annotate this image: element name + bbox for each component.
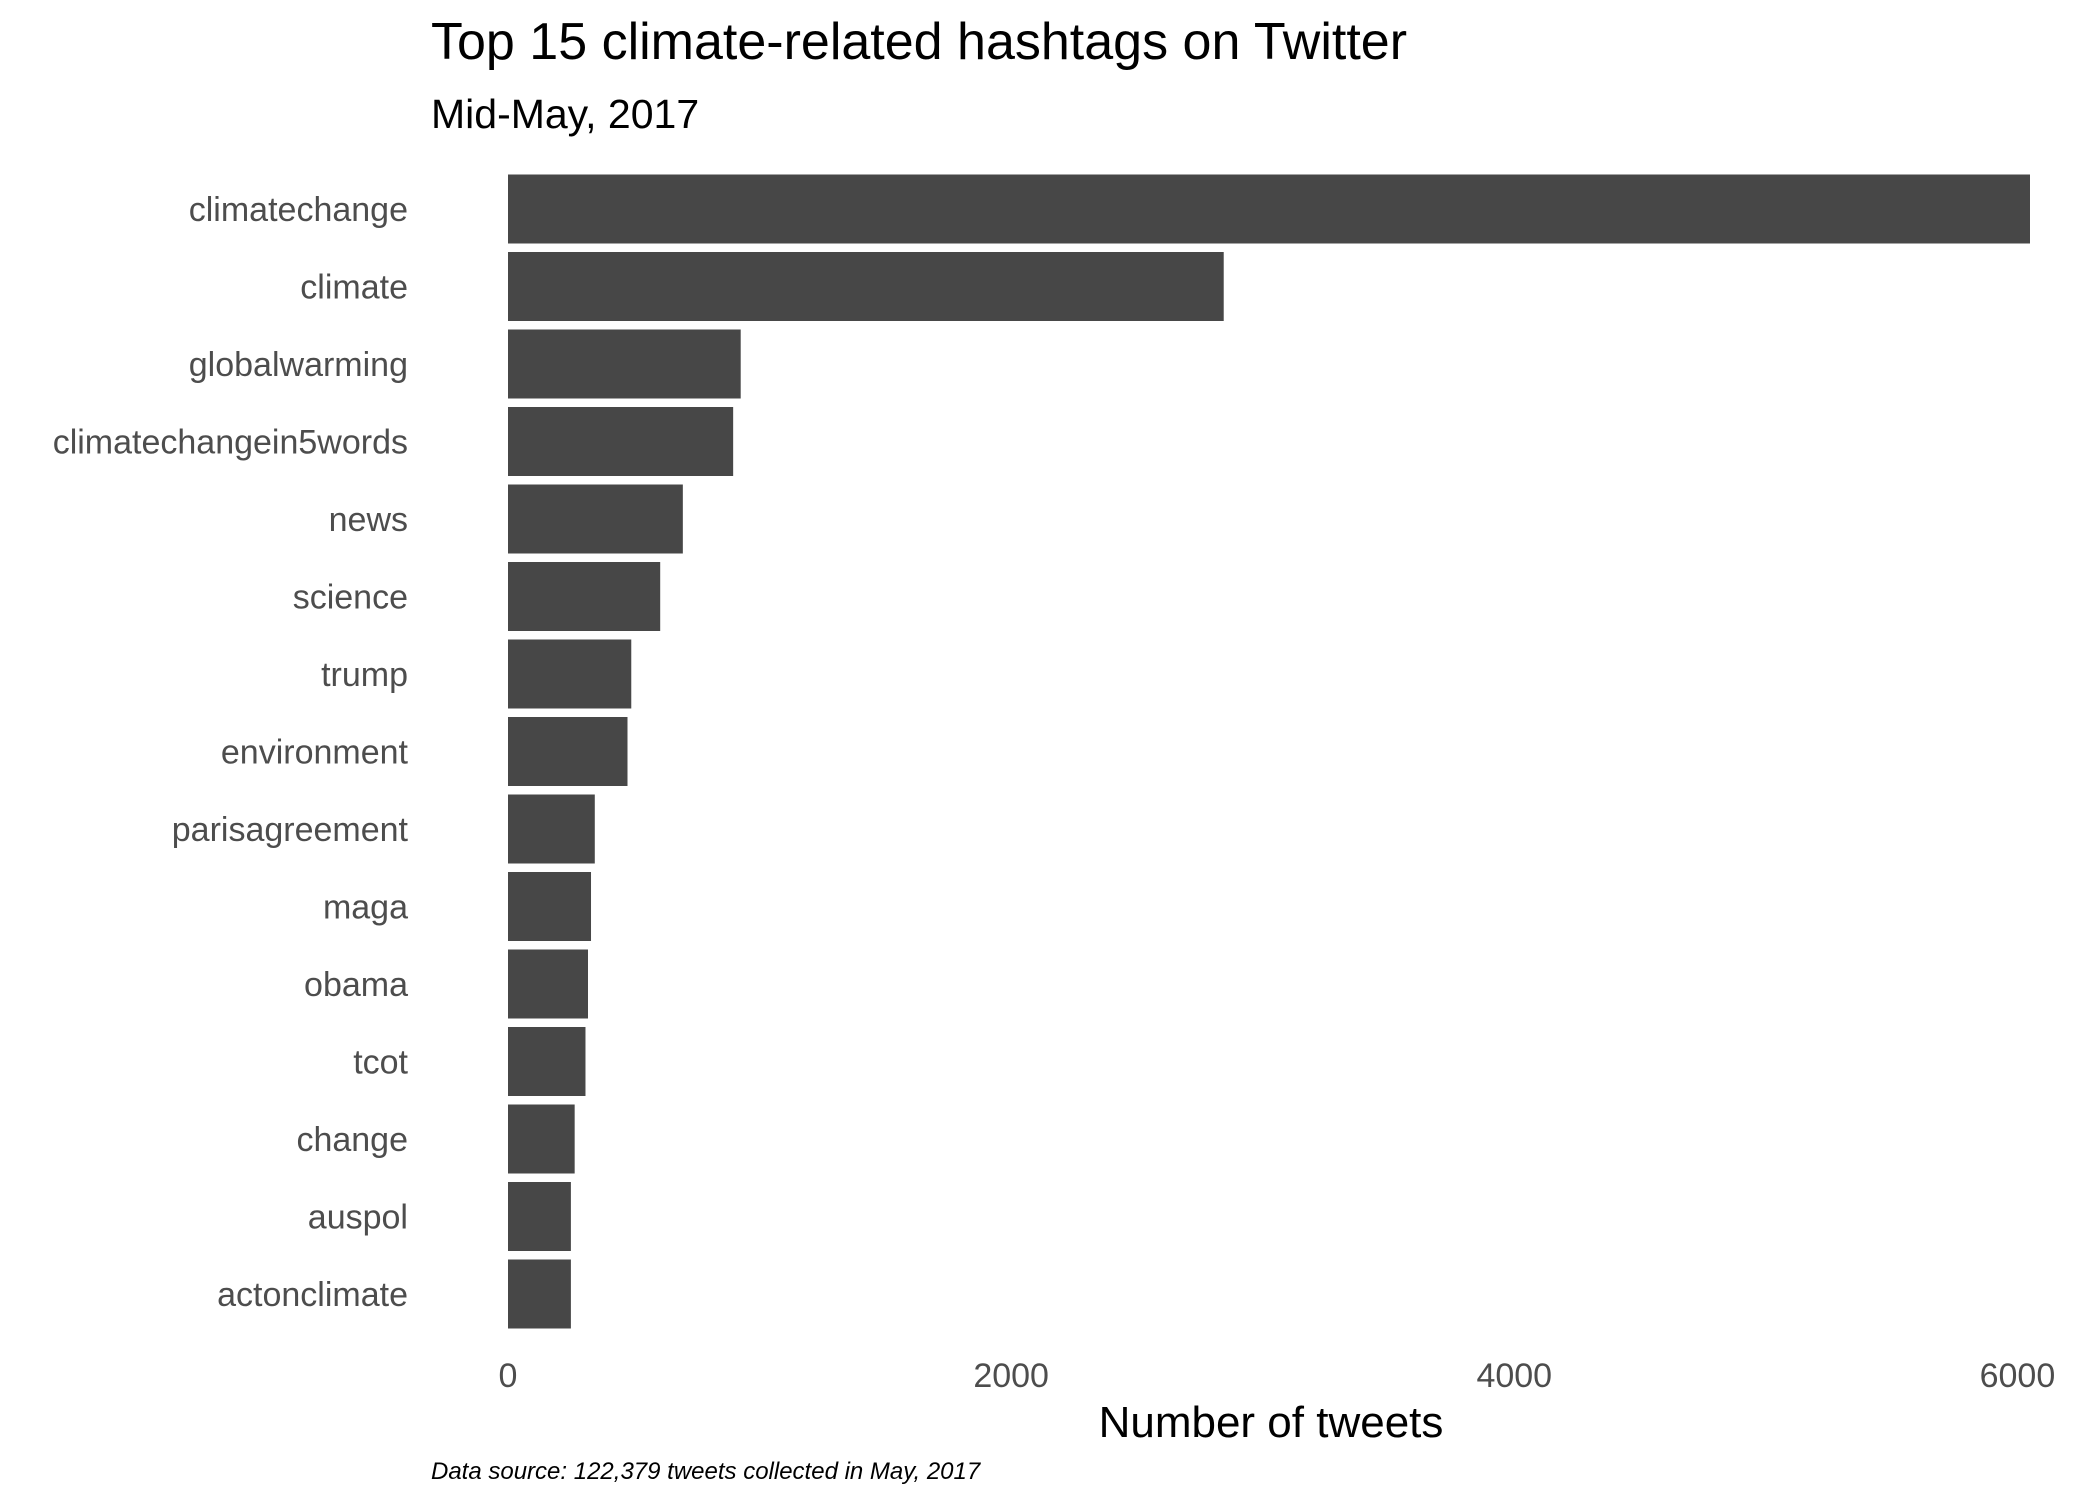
bar-environment bbox=[508, 717, 628, 786]
bar-auspol bbox=[508, 1182, 571, 1251]
bar-actonclimate bbox=[508, 1259, 571, 1329]
y-tick-label-science: science bbox=[293, 579, 408, 617]
y-tick-label-actonclimate: actonclimate bbox=[217, 1276, 408, 1314]
bar-change bbox=[508, 1104, 575, 1174]
x-axis-ticks: 0 2000 4000 6000 bbox=[499, 1357, 2056, 1395]
y-tick-label-climatechange: climatechange bbox=[189, 191, 408, 229]
y-tick-label-globalwarming: globalwarming bbox=[189, 346, 408, 384]
y-tick-label-tcot: tcot bbox=[353, 1044, 408, 1082]
bar-parisagreement bbox=[508, 794, 595, 864]
chart-caption: Data source: 122,379 tweets collected in… bbox=[431, 1458, 981, 1485]
bar-science bbox=[508, 562, 661, 631]
bar-trump bbox=[508, 639, 632, 709]
x-tick-label-4000: 4000 bbox=[1476, 1357, 1552, 1395]
bar-maga bbox=[508, 872, 592, 941]
y-tick-label-auspol: auspol bbox=[308, 1199, 408, 1237]
chart-title: Top 15 climate-related hashtags on Twitt… bbox=[431, 13, 1408, 71]
y-tick-label-change: change bbox=[296, 1121, 408, 1159]
y-tick-label-environment: environment bbox=[221, 734, 409, 772]
bar-tcot bbox=[508, 1027, 586, 1096]
bar-obama bbox=[508, 949, 588, 1019]
x-axis-title: Number of tweets bbox=[1099, 1398, 1444, 1447]
y-axis-labels: climatechange climate globalwarming climate… bbox=[53, 191, 409, 1314]
y-tick-label-climatechangein5words: climatechangein5words bbox=[53, 424, 408, 462]
y-tick-label-maga: maga bbox=[323, 889, 408, 927]
bars-group bbox=[508, 174, 2030, 1329]
x-tick-label-6000: 6000 bbox=[1980, 1357, 2056, 1395]
bar-globalwarming bbox=[508, 329, 741, 399]
y-tick-label-climate: climate bbox=[300, 269, 408, 307]
x-tick-label-2000: 2000 bbox=[973, 1357, 1049, 1395]
y-tick-label-parisagreement: parisagreement bbox=[172, 811, 409, 849]
chart-subtitle: Mid-May, 2017 bbox=[431, 91, 700, 137]
bar-climatechange bbox=[508, 174, 2030, 244]
bar-climate bbox=[508, 252, 1224, 321]
x-tick-label-0: 0 bbox=[499, 1357, 518, 1395]
y-tick-label-trump: trump bbox=[321, 656, 408, 694]
bar-climatechangein5words bbox=[508, 407, 734, 476]
bar-news bbox=[508, 484, 683, 554]
y-tick-label-news: news bbox=[329, 501, 408, 539]
y-tick-label-obama: obama bbox=[304, 966, 408, 1004]
